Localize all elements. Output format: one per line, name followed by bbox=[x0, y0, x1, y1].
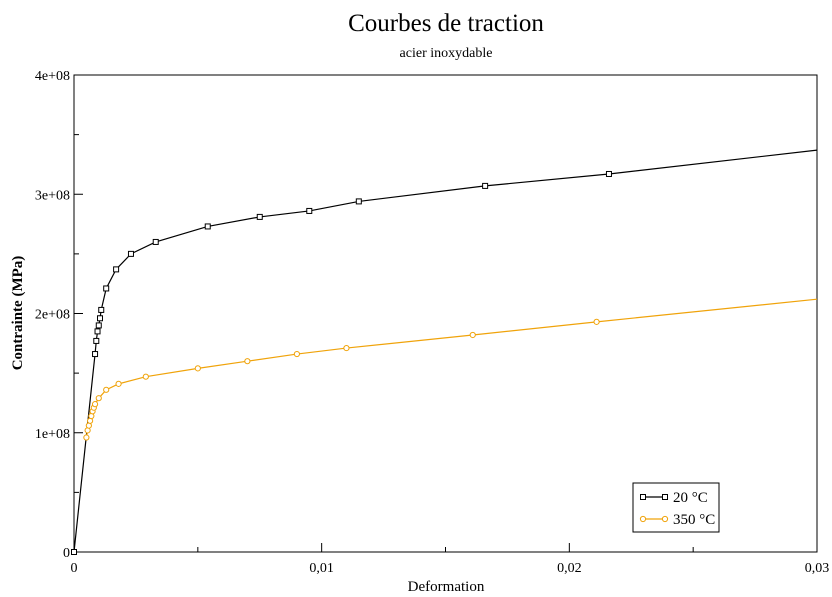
legend-label: 20 °C bbox=[673, 490, 708, 506]
x-tick-label: 0,01 bbox=[309, 561, 334, 576]
x-tick-label: 0,02 bbox=[557, 561, 582, 576]
legend-label: 350 °C bbox=[673, 512, 715, 528]
series-layer bbox=[71, 149, 818, 555]
data-point bbox=[661, 515, 669, 523]
data-point bbox=[662, 494, 668, 500]
legend: 20 °C 350 °C bbox=[632, 482, 720, 533]
y-tick-label: 4e+08 bbox=[35, 69, 70, 84]
x-tick-label: 0,03 bbox=[805, 561, 830, 576]
series-1 bbox=[83, 298, 818, 441]
data-point bbox=[306, 207, 313, 214]
data-point bbox=[93, 337, 100, 344]
data-point bbox=[605, 170, 612, 177]
x-axis-label: Deformation bbox=[408, 579, 485, 595]
data-point bbox=[204, 223, 211, 230]
data-point bbox=[94, 328, 101, 335]
data-point bbox=[482, 182, 489, 189]
data-point bbox=[343, 344, 350, 352]
x-tick-label: 0 bbox=[71, 561, 78, 576]
x-axis: 0 0,01 0,02 0,03 bbox=[71, 543, 830, 576]
data-point bbox=[593, 318, 600, 325]
data-point bbox=[256, 213, 263, 220]
data-point bbox=[127, 250, 134, 257]
data-point bbox=[71, 549, 77, 555]
data-point bbox=[97, 315, 104, 322]
data-point bbox=[152, 238, 159, 245]
data-point bbox=[355, 198, 362, 205]
data-point bbox=[194, 365, 201, 372]
legend-box bbox=[632, 482, 720, 533]
data-point bbox=[83, 434, 90, 441]
data-point bbox=[92, 351, 99, 358]
y-axis: 0 1e+08 2e+08 3e+08 4e+08 bbox=[35, 69, 83, 561]
y-tick-label: 1e+08 bbox=[35, 427, 70, 442]
series-0 bbox=[71, 149, 818, 555]
data-point bbox=[244, 358, 251, 365]
data-point bbox=[113, 266, 120, 273]
y-tick-label: 3e+08 bbox=[35, 188, 70, 203]
data-point bbox=[103, 285, 110, 292]
data-point bbox=[469, 331, 476, 339]
data-point bbox=[142, 373, 149, 380]
data-point bbox=[293, 350, 300, 358]
data-point bbox=[95, 322, 102, 329]
y-tick-label: 0 bbox=[63, 546, 70, 561]
chart-title: Courbes de traction bbox=[348, 10, 544, 37]
data-point bbox=[98, 306, 105, 313]
data-point bbox=[639, 515, 647, 523]
data-point bbox=[91, 401, 99, 408]
data-point bbox=[640, 494, 646, 500]
data-point bbox=[115, 380, 122, 387]
data-point bbox=[103, 386, 110, 393]
chart-subtitle: acier inoxydable bbox=[400, 46, 493, 61]
y-axis-label: Contrainte (MPa) bbox=[10, 256, 26, 371]
data-point bbox=[95, 395, 102, 402]
plot-frame bbox=[73, 74, 818, 553]
y-tick-label: 2e+08 bbox=[35, 308, 70, 323]
